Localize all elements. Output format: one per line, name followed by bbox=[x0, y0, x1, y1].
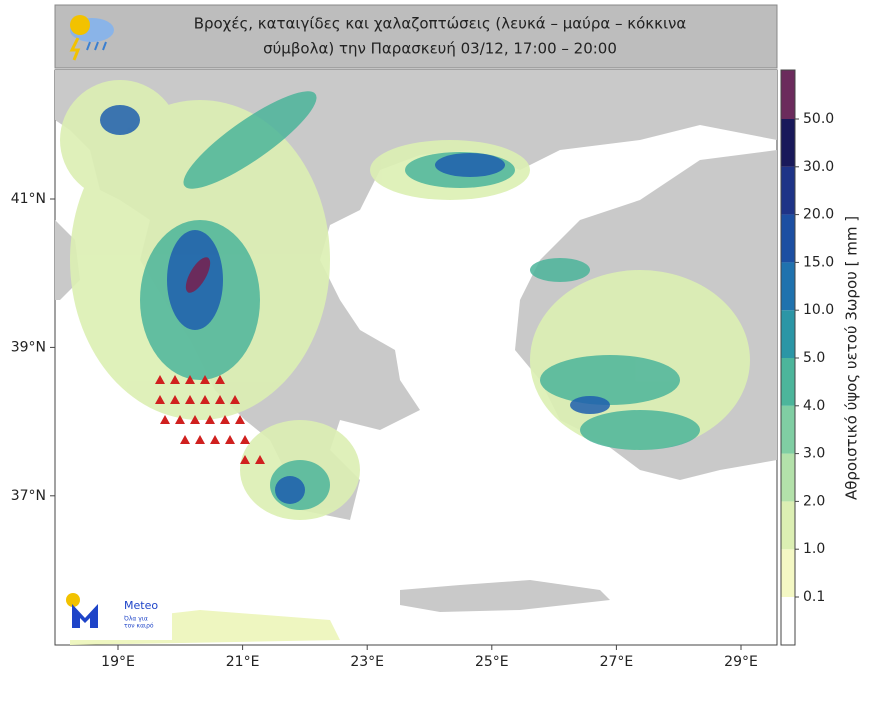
title-line: σύμβολα) την Παρασκευή 03/12, 17:00 – 20… bbox=[263, 40, 617, 58]
colorbar-segment bbox=[781, 70, 795, 119]
logo-tagline: τον καιρό bbox=[124, 623, 154, 630]
colorbar-segment bbox=[781, 262, 795, 311]
x-tick-label: 27°E bbox=[600, 654, 634, 670]
title-line: Βροχές, καταιγίδες και χαλαζοπτώσεις (λε… bbox=[194, 15, 687, 33]
colorbar-tick-label: 50.0 bbox=[803, 111, 834, 127]
colorbar-tick-label: 30.0 bbox=[803, 159, 834, 175]
colorbar-label: Αθροιστικό ύψος υετού 3ωρου [ mm ] bbox=[843, 216, 861, 500]
x-tick-label: 23°E bbox=[350, 654, 384, 670]
colorbar-segment bbox=[781, 310, 795, 358]
y-tick-label: 41°N bbox=[11, 191, 46, 207]
weather-icon bbox=[69, 15, 114, 61]
colorbar-segment bbox=[781, 214, 795, 263]
x-tick-label: 25°E bbox=[475, 654, 509, 670]
colorbar-tick-label: 10.0 bbox=[803, 302, 834, 318]
colorbar-segment bbox=[781, 453, 795, 502]
title-box bbox=[54, 4, 778, 69]
colorbar-segment bbox=[781, 597, 795, 645]
map bbox=[54, 69, 778, 646]
colorbar-segment bbox=[781, 358, 795, 406]
colorbar-segment bbox=[781, 166, 795, 215]
logo-tagline: Όλα για bbox=[123, 616, 148, 623]
colorbar-segment bbox=[781, 549, 795, 597]
logo-name: Meteo bbox=[124, 599, 158, 612]
y-tick-label: 37°N bbox=[11, 488, 46, 504]
colorbar-tick-label: 1.0 bbox=[803, 541, 825, 557]
colorbar-segment bbox=[781, 501, 795, 550]
x-tick-label: 21°E bbox=[226, 654, 260, 670]
colorbar-tick-label: 3.0 bbox=[803, 446, 825, 462]
colorbar-tick-label: 4.0 bbox=[803, 398, 825, 414]
colorbar-tick-label: 20.0 bbox=[803, 207, 834, 223]
x-tick-label: 19°E bbox=[101, 654, 135, 670]
logo: Meteo Όλα για τον καιρό bbox=[60, 590, 172, 640]
x-tick-label: 29°E bbox=[724, 654, 758, 670]
colorbar-segment bbox=[781, 405, 795, 454]
colorbar-segment bbox=[781, 119, 795, 167]
colorbar-tick-label: 15.0 bbox=[803, 254, 834, 270]
y-tick-label: 39°N bbox=[11, 339, 46, 355]
colorbar-tick-label: 5.0 bbox=[803, 350, 825, 366]
colorbar-tick-label: 0.1 bbox=[803, 589, 825, 605]
colorbar-tick-label: 2.0 bbox=[803, 493, 825, 509]
